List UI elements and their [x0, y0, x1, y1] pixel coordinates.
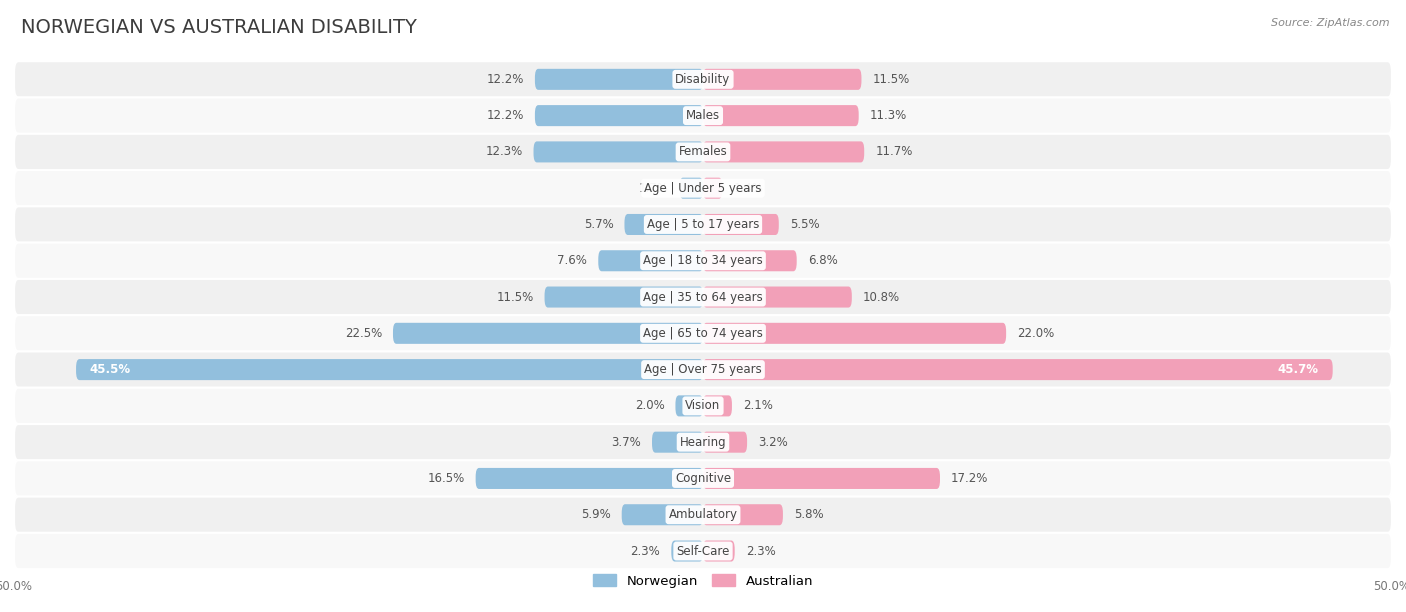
FancyBboxPatch shape [599, 250, 703, 271]
FancyBboxPatch shape [14, 170, 1392, 206]
Text: NORWEGIAN VS AUSTRALIAN DISABILITY: NORWEGIAN VS AUSTRALIAN DISABILITY [21, 18, 418, 37]
FancyBboxPatch shape [534, 69, 703, 90]
FancyBboxPatch shape [14, 496, 1392, 533]
FancyBboxPatch shape [14, 351, 1392, 388]
FancyBboxPatch shape [703, 359, 1333, 380]
FancyBboxPatch shape [671, 540, 703, 562]
FancyBboxPatch shape [14, 242, 1392, 279]
FancyBboxPatch shape [703, 250, 797, 271]
Legend: Norwegian, Australian: Norwegian, Australian [588, 569, 818, 593]
FancyBboxPatch shape [703, 214, 779, 235]
Text: Age | Over 75 years: Age | Over 75 years [644, 363, 762, 376]
FancyBboxPatch shape [14, 61, 1392, 97]
Text: Age | 5 to 17 years: Age | 5 to 17 years [647, 218, 759, 231]
Text: 5.8%: 5.8% [794, 508, 824, 521]
FancyBboxPatch shape [14, 279, 1392, 315]
Text: 11.7%: 11.7% [876, 146, 912, 159]
Text: Age | 18 to 34 years: Age | 18 to 34 years [643, 254, 763, 267]
Text: 2.3%: 2.3% [630, 545, 661, 558]
FancyBboxPatch shape [679, 177, 703, 199]
Text: Cognitive: Cognitive [675, 472, 731, 485]
FancyBboxPatch shape [14, 97, 1392, 134]
FancyBboxPatch shape [533, 141, 703, 162]
Text: 22.0%: 22.0% [1017, 327, 1054, 340]
Text: 10.8%: 10.8% [863, 291, 900, 304]
Text: Source: ZipAtlas.com: Source: ZipAtlas.com [1271, 18, 1389, 28]
Text: Self-Care: Self-Care [676, 545, 730, 558]
FancyBboxPatch shape [14, 460, 1392, 496]
FancyBboxPatch shape [703, 177, 723, 199]
FancyBboxPatch shape [703, 468, 941, 489]
FancyBboxPatch shape [675, 395, 703, 416]
Text: Ambulatory: Ambulatory [668, 508, 738, 521]
FancyBboxPatch shape [703, 540, 735, 562]
Text: 45.5%: 45.5% [90, 363, 131, 376]
Text: Hearing: Hearing [679, 436, 727, 449]
FancyBboxPatch shape [703, 105, 859, 126]
Text: 11.5%: 11.5% [873, 73, 910, 86]
FancyBboxPatch shape [14, 388, 1392, 424]
Text: Age | 35 to 64 years: Age | 35 to 64 years [643, 291, 763, 304]
FancyBboxPatch shape [544, 286, 703, 308]
FancyBboxPatch shape [14, 533, 1392, 569]
Text: Males: Males [686, 109, 720, 122]
FancyBboxPatch shape [14, 424, 1392, 460]
FancyBboxPatch shape [14, 134, 1392, 170]
Text: 2.1%: 2.1% [742, 400, 773, 412]
Text: 45.7%: 45.7% [1278, 363, 1319, 376]
FancyBboxPatch shape [475, 468, 703, 489]
FancyBboxPatch shape [703, 395, 733, 416]
Text: 1.7%: 1.7% [638, 182, 669, 195]
Text: Disability: Disability [675, 73, 731, 86]
Text: 5.7%: 5.7% [583, 218, 613, 231]
Text: 7.6%: 7.6% [557, 254, 588, 267]
FancyBboxPatch shape [703, 323, 1007, 344]
FancyBboxPatch shape [652, 431, 703, 453]
Text: 12.3%: 12.3% [485, 146, 523, 159]
FancyBboxPatch shape [76, 359, 703, 380]
FancyBboxPatch shape [534, 105, 703, 126]
Text: 11.5%: 11.5% [496, 291, 533, 304]
Text: 12.2%: 12.2% [486, 109, 524, 122]
FancyBboxPatch shape [703, 141, 865, 162]
Text: Age | Under 5 years: Age | Under 5 years [644, 182, 762, 195]
FancyBboxPatch shape [14, 315, 1392, 351]
Text: 3.2%: 3.2% [758, 436, 787, 449]
FancyBboxPatch shape [394, 323, 703, 344]
FancyBboxPatch shape [624, 214, 703, 235]
Text: 5.9%: 5.9% [581, 508, 610, 521]
Text: Age | 65 to 74 years: Age | 65 to 74 years [643, 327, 763, 340]
Text: 5.5%: 5.5% [790, 218, 820, 231]
Text: 1.4%: 1.4% [734, 182, 763, 195]
Text: Vision: Vision [685, 400, 721, 412]
FancyBboxPatch shape [14, 206, 1392, 242]
FancyBboxPatch shape [621, 504, 703, 525]
FancyBboxPatch shape [703, 504, 783, 525]
Text: 12.2%: 12.2% [486, 73, 524, 86]
Text: 3.7%: 3.7% [612, 436, 641, 449]
Text: 6.8%: 6.8% [807, 254, 838, 267]
Text: 2.3%: 2.3% [745, 545, 776, 558]
FancyBboxPatch shape [703, 286, 852, 308]
FancyBboxPatch shape [703, 431, 747, 453]
Text: 2.0%: 2.0% [634, 400, 665, 412]
Text: Females: Females [679, 146, 727, 159]
FancyBboxPatch shape [703, 69, 862, 90]
Text: 17.2%: 17.2% [950, 472, 988, 485]
Text: 16.5%: 16.5% [427, 472, 464, 485]
Text: 22.5%: 22.5% [344, 327, 382, 340]
Text: 11.3%: 11.3% [870, 109, 907, 122]
